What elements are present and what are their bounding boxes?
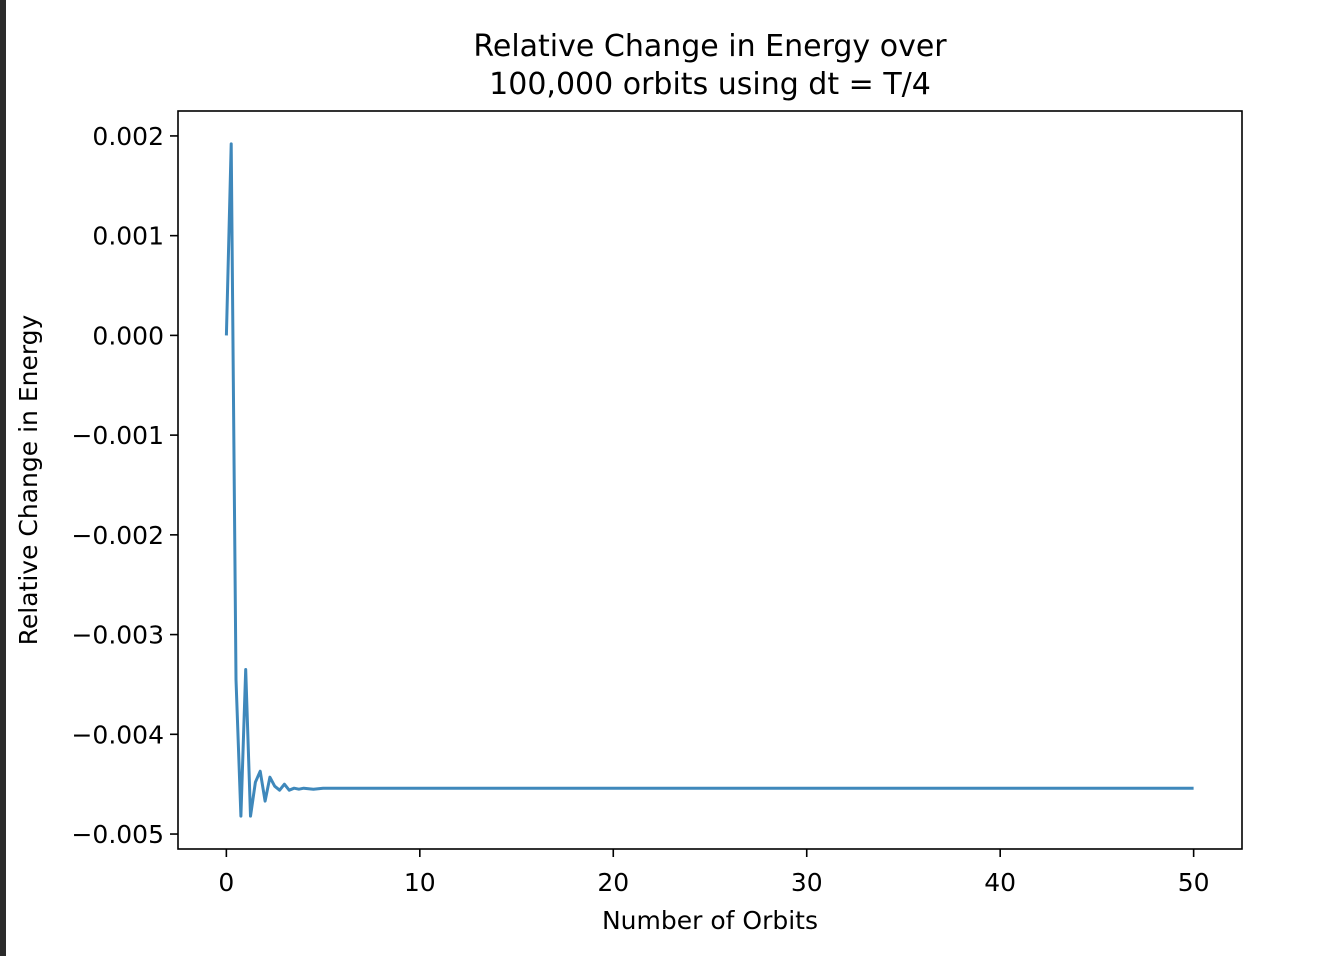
- y-axis: 0.002 0.001 0.000 −0.001 −0.002 −0.003 −0.004 −…: [71, 122, 178, 849]
- y-tick-label: 0.000: [92, 321, 164, 350]
- x-tick-label: 10: [404, 868, 436, 897]
- x-tick-label: 50: [1178, 868, 1210, 897]
- x-tick-label: 0: [218, 868, 234, 897]
- plot-area: [177, 110, 1243, 850]
- series-line: [224, 142, 1194, 818]
- chart-title-line: Relative Change in Energy over: [473, 29, 947, 64]
- chart-title-line: 100,000 orbits using dt = T/4: [489, 67, 931, 102]
- y-tick-label: 0.001: [92, 222, 164, 251]
- y-tick-label: −0.001: [71, 421, 164, 450]
- series-lines: [224, 142, 1194, 818]
- x-axis-label: Number of Orbits: [602, 906, 818, 935]
- x-tick-label: 30: [791, 868, 823, 897]
- y-tick-label: −0.002: [71, 521, 164, 550]
- x-tick-label: 20: [597, 868, 629, 897]
- y-tick-label: −0.003: [71, 621, 164, 650]
- y-tick-label: 0.002: [92, 122, 164, 151]
- y-tick-label: −0.005: [71, 820, 164, 849]
- left-window-edge: [0, 0, 6, 956]
- x-axis: 0 10 20 30 40 50: [218, 849, 1210, 897]
- y-tick-label: −0.004: [71, 720, 164, 749]
- y-axis-label: Relative Change in Energy: [14, 314, 43, 645]
- x-tick-label: 40: [984, 868, 1016, 897]
